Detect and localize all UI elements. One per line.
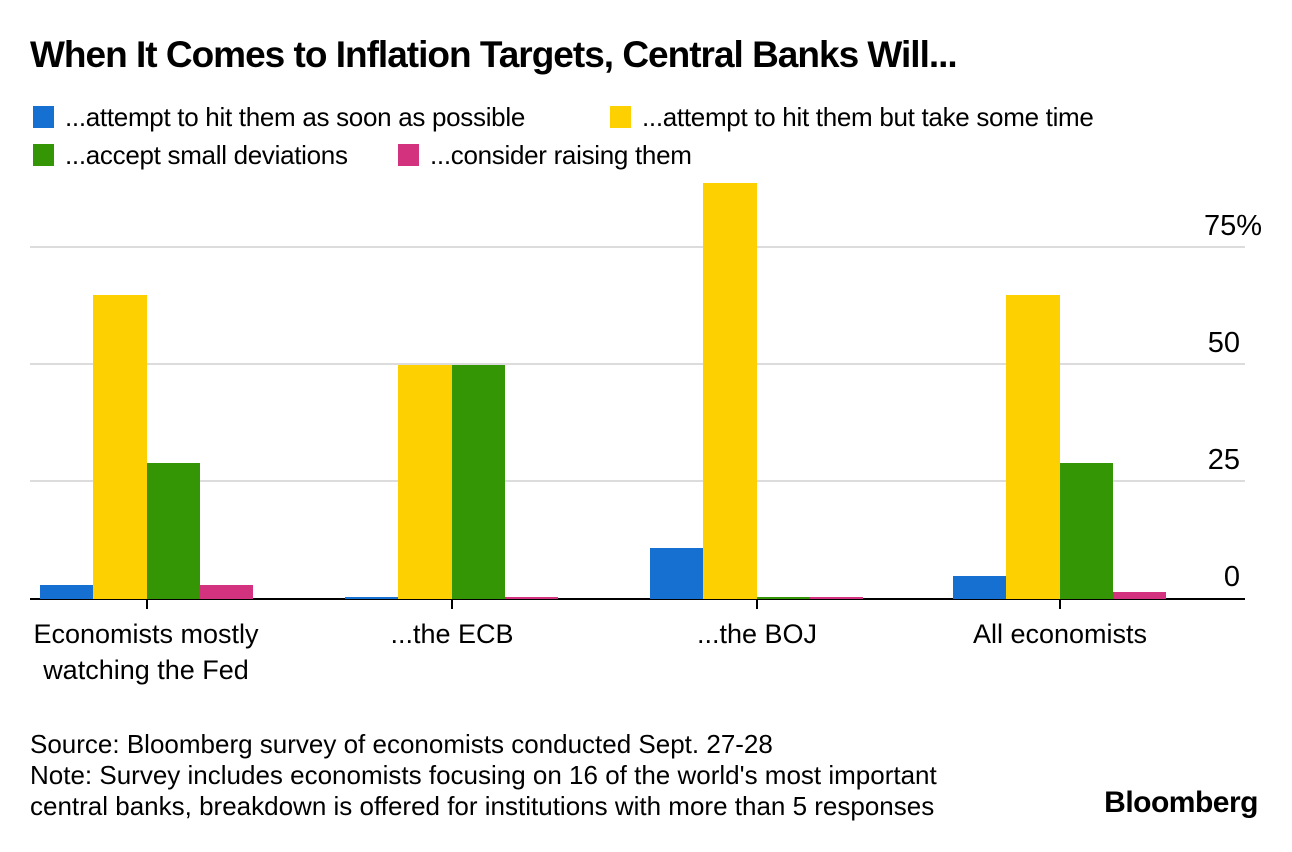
y-tick-label-75: 75% bbox=[1203, 210, 1262, 243]
x-category-label-boj: ...the BOJ bbox=[696, 619, 818, 649]
legend-item-accept-deviations: ...accept small deviations bbox=[33, 139, 348, 170]
legend-swatch-green-icon bbox=[33, 144, 54, 166]
bar-group-2 bbox=[650, 183, 863, 599]
bar bbox=[40, 585, 94, 599]
bar bbox=[756, 597, 810, 599]
bar bbox=[1006, 295, 1060, 599]
footer: Source: Bloomberg survey of economists c… bbox=[30, 729, 937, 822]
bar-group-3 bbox=[953, 295, 1166, 599]
bar bbox=[703, 183, 757, 599]
x-tick-mark bbox=[756, 599, 758, 609]
legend-item-take-time: ...attempt to hit them but take some tim… bbox=[610, 101, 1094, 132]
chart-title: When It Comes to Inflation Targets, Cent… bbox=[30, 34, 958, 75]
x-tick-mark bbox=[451, 599, 453, 609]
bar bbox=[451, 365, 505, 599]
gridline-25 bbox=[30, 480, 1245, 483]
bar bbox=[146, 463, 200, 599]
bar bbox=[1112, 592, 1166, 599]
bar bbox=[809, 597, 863, 599]
x-category-label-fed: Economists mostly watching the Fed bbox=[33, 619, 259, 685]
gridline-75 bbox=[30, 246, 1245, 249]
y-tick-label-0: 0 bbox=[1223, 561, 1240, 593]
bar bbox=[199, 585, 253, 599]
bar bbox=[345, 597, 399, 599]
bar bbox=[650, 548, 704, 599]
note-line: Note: Survey includes economists focusin… bbox=[30, 760, 937, 821]
x-axis-line bbox=[30, 598, 1245, 600]
plot-area bbox=[30, 170, 1245, 609]
source-line: Source: Bloomberg survey of economists c… bbox=[30, 729, 773, 759]
legend-item-hit-asap: ...attempt to hit them as soon as possib… bbox=[33, 101, 525, 132]
bar-group-1 bbox=[345, 365, 558, 599]
y-tick-label-25: 25 bbox=[1207, 444, 1240, 477]
bar bbox=[504, 597, 558, 599]
bar-group-0 bbox=[40, 295, 253, 599]
legend-label: ...accept small deviations bbox=[65, 139, 348, 170]
bar bbox=[93, 295, 147, 599]
legend-swatch-pink-icon bbox=[398, 144, 419, 166]
x-tick-mark bbox=[146, 599, 148, 609]
legend-swatch-blue-icon bbox=[33, 106, 54, 128]
legend-swatch-yellow-icon bbox=[610, 106, 631, 128]
bar bbox=[953, 576, 1007, 599]
x-tick-mark bbox=[1059, 599, 1061, 609]
x-category-label-ecb: ...the ECB bbox=[390, 619, 514, 649]
legend-label: ...consider raising them bbox=[430, 139, 692, 170]
bar bbox=[398, 365, 452, 599]
bar bbox=[1059, 463, 1113, 599]
gridline-50 bbox=[30, 363, 1245, 366]
bloomberg-logo: Bloomberg bbox=[1104, 786, 1258, 819]
legend-item-consider-raising: ...consider raising them bbox=[398, 139, 692, 170]
y-tick-label-50: 50 bbox=[1207, 327, 1240, 360]
x-category-label-all: All economists bbox=[972, 619, 1148, 649]
legend-label: ...attempt to hit them as soon as possib… bbox=[65, 101, 525, 132]
legend-label: ...attempt to hit them but take some tim… bbox=[642, 101, 1094, 132]
